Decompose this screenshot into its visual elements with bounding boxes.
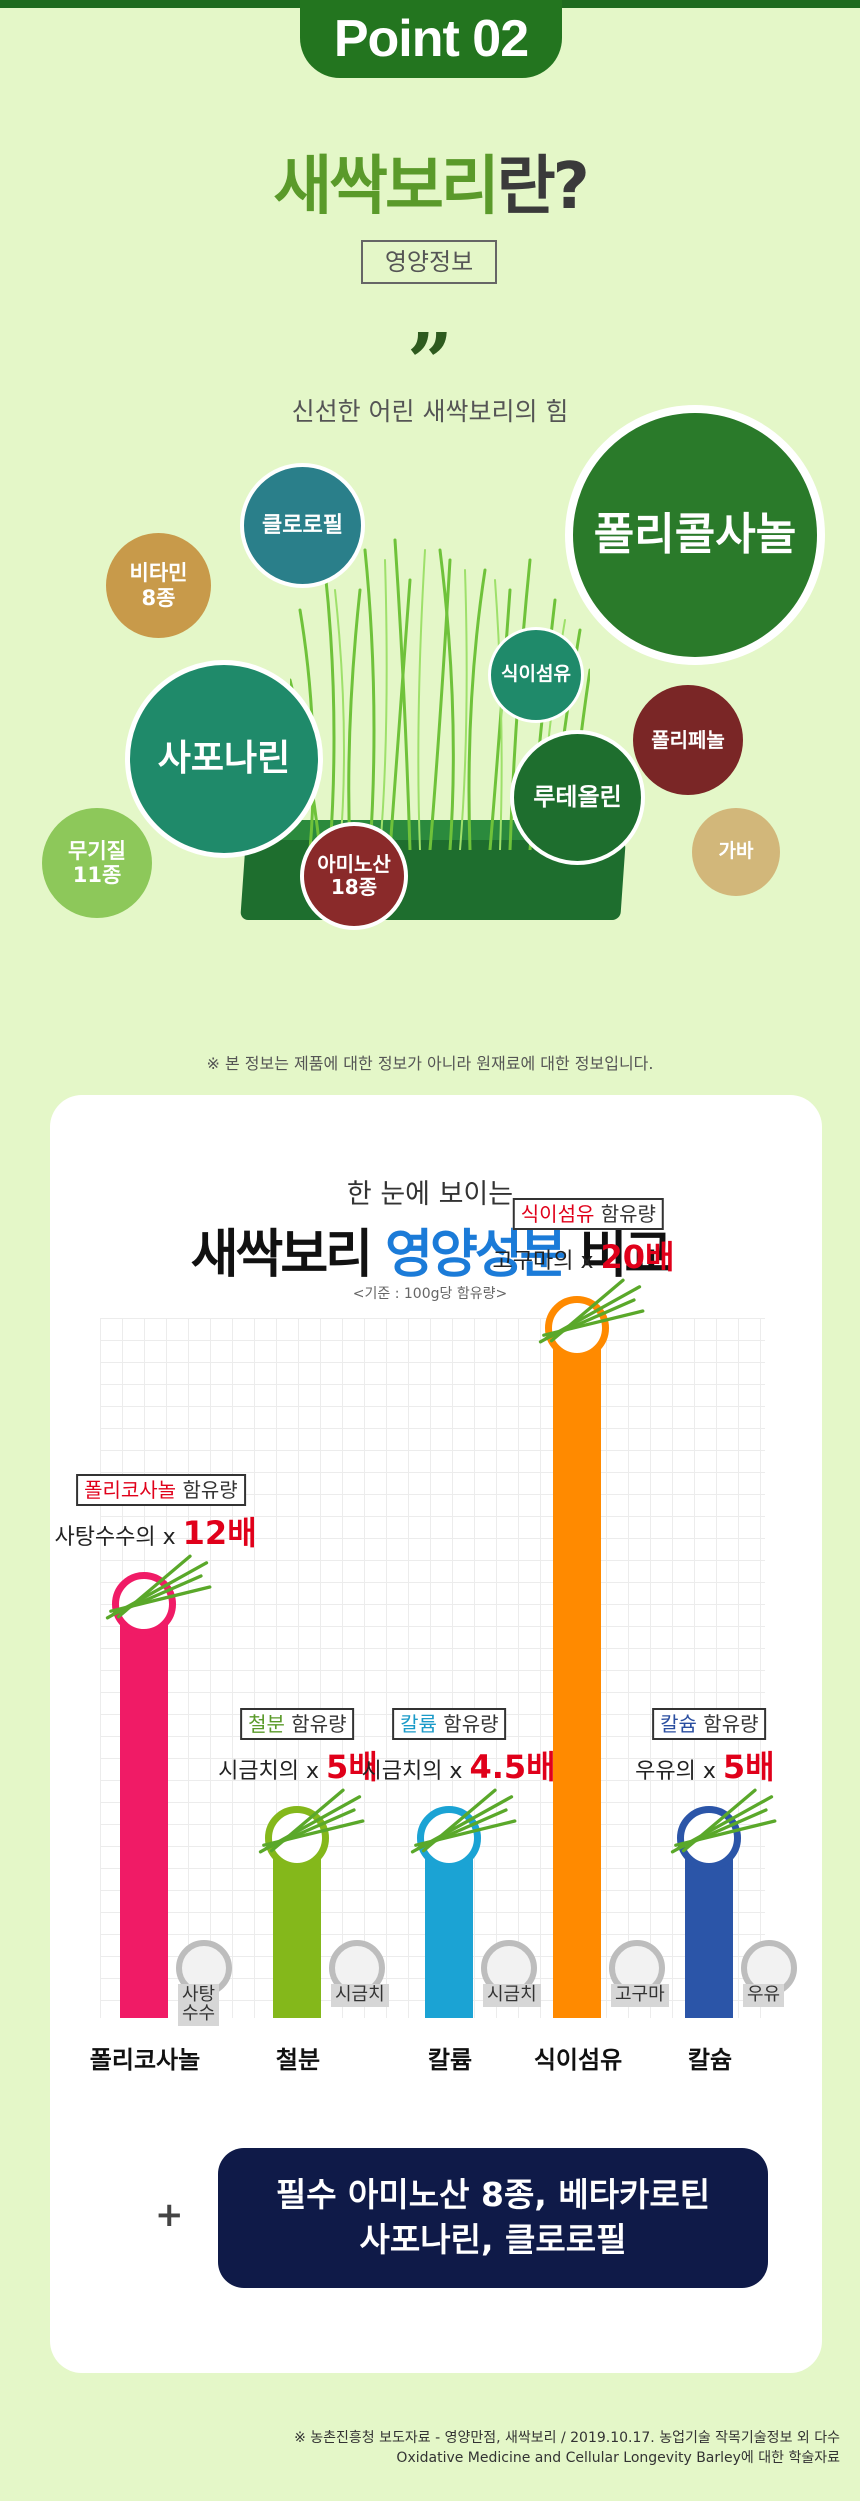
bar-top-ring bbox=[112, 1572, 176, 1636]
nutrient-circle-fiber: 식이섬유 bbox=[488, 627, 584, 723]
subtitle-box: 영양정보 bbox=[361, 240, 497, 284]
ratio-value: 12배 bbox=[182, 1514, 257, 1552]
nutrient-label: 클로로필 bbox=[262, 512, 343, 538]
nutrient-tag-suffix: 함유량 bbox=[436, 1712, 499, 1736]
nutrient-circle-policosanol: 폴리콜사놀 bbox=[565, 405, 825, 665]
extra-line-1: 필수 아미노산 8종, 베타카로틴 bbox=[275, 2175, 711, 2215]
extra-line-2: 사포나린, 클로로필 bbox=[359, 2220, 627, 2259]
nutrient-label: 비타민 8종 bbox=[129, 561, 188, 610]
nutrient-tag-suffix: 함유량 bbox=[696, 1712, 759, 1736]
nutrient-tag-suffix: 함유량 bbox=[594, 1202, 656, 1226]
ratio-value: 5배 bbox=[326, 1748, 378, 1786]
ratio-text: 사탕수수의 x 12배 bbox=[54, 1508, 256, 1554]
nutrient-tag-suffix: 함유량 bbox=[176, 1478, 238, 1502]
nutrient-tag: 철분 함유량 bbox=[240, 1708, 355, 1740]
compare-food-label: 시금치 bbox=[483, 1984, 541, 2007]
comparison-title-part: 비교 bbox=[564, 1225, 673, 1285]
ratio-prefix: 우유의 x bbox=[635, 1759, 723, 1784]
sprout-icon bbox=[670, 1788, 777, 1854]
compare-food-label: 고구마 bbox=[611, 1984, 669, 2007]
sprout-icon bbox=[538, 1278, 645, 1344]
comparison-title: 새싹보리 영양성분 비교 bbox=[0, 1212, 860, 1287]
compare-food-label: 시금치 bbox=[331, 1984, 389, 2007]
nutrient-tag-name: 칼슘 bbox=[660, 1712, 697, 1736]
nutrient-label: 식이섬유 bbox=[501, 663, 571, 686]
title-green: 새싹보리 bbox=[273, 150, 500, 224]
category-label: 식이섬유 bbox=[533, 2046, 623, 2074]
nutrient-circle-chlorophyll: 클로로필 bbox=[240, 463, 365, 588]
source-line-2: Oxidative Medicine and Cellular Longevit… bbox=[396, 2450, 840, 2466]
compare-food-label: 우유 bbox=[743, 1984, 785, 2007]
nutrient-tag-name: 철분 bbox=[248, 1712, 285, 1736]
nutrient-circle-vitamin: 비타민 8종 bbox=[106, 533, 211, 638]
nutrient-label: 폴리페놀 bbox=[651, 727, 725, 752]
nutrient-circle-saponarin: 사포나린 bbox=[125, 660, 323, 858]
point-badge: Point 02 bbox=[300, 0, 562, 78]
nutrient-label: 가바 bbox=[718, 840, 754, 863]
category-label: 칼륨 bbox=[427, 2046, 473, 2074]
nutrient-label: 아미노산 18종 bbox=[317, 852, 391, 899]
comparison-bar bbox=[553, 1328, 601, 2018]
bar-top-ring bbox=[677, 1806, 741, 1870]
nutrient-tag: 칼륨 함유량 bbox=[392, 1708, 507, 1740]
raw-material-notice: ※ 본 정보는 제품에 대한 정보가 아니라 원재료에 대한 정보입니다. bbox=[206, 1054, 654, 1073]
nutrient-tag: 폴리코사놀 함유량 bbox=[76, 1474, 246, 1506]
quote-text: 신선한 어린 새싹보리의 힘 bbox=[291, 397, 569, 426]
nutrient-circle-gaba: 가바 bbox=[692, 808, 780, 896]
ratio-text: 우유의 x 5배 bbox=[635, 1742, 774, 1788]
ratio-prefix: 시금치의 x bbox=[361, 1759, 470, 1784]
quote-icon: ” bbox=[406, 315, 453, 409]
nutrient-tag-name: 식이섬유 bbox=[520, 1202, 595, 1226]
comparison-title-highlight: 영양성분 bbox=[385, 1225, 567, 1285]
nutrient-label: 폴리콜사놀 bbox=[593, 508, 797, 560]
nutrient-label: 사포나린 bbox=[157, 738, 291, 780]
comparison-subtitle: 한 눈에 보이는 bbox=[346, 1179, 514, 1210]
category-label: 폴리코사놀 bbox=[89, 2046, 201, 2074]
nutrient-label: 무기질 11종 bbox=[68, 838, 126, 887]
sprout-icon bbox=[410, 1788, 517, 1854]
source-line-1: ※ 농촌진흥청 보도자료 - 영양만점, 새싹보리 / 2019.10.17. … bbox=[294, 2430, 840, 2446]
category-label: 철분 bbox=[275, 2046, 321, 2074]
ratio-prefix: 사탕수수의 x bbox=[54, 1525, 183, 1550]
page-title: 새싹보리란? bbox=[0, 135, 860, 227]
source-note: ※ 농촌진흥청 보도자료 - 영양만점, 새싹보리 / 2019.10.17. … bbox=[294, 2428, 840, 2468]
category-label: 칼슘 bbox=[687, 2046, 733, 2074]
nutrient-tag-name: 폴리코사놀 bbox=[84, 1478, 177, 1502]
ratio-text: 시금치의 x 5배 bbox=[218, 1742, 378, 1788]
sprout-icon bbox=[105, 1554, 212, 1620]
nutrient-tag-name: 칼륨 bbox=[400, 1712, 437, 1736]
plus-icon: + bbox=[155, 2195, 184, 2235]
ratio-value: 4.5배 bbox=[469, 1748, 556, 1786]
comparison-basis: <기준 : 100g당 함유량> bbox=[352, 1286, 508, 1302]
comparison-bar bbox=[120, 1604, 168, 2018]
nutrient-circle-polyphenol: 폴리페놀 bbox=[633, 685, 743, 795]
comparison-title-part: 새싹보리 bbox=[190, 1225, 386, 1285]
ratio-text: 시금치의 x 4.5배 bbox=[361, 1742, 555, 1788]
nutrient-circle-luteolin: 루테올린 bbox=[510, 730, 645, 865]
title-dark: 란? bbox=[496, 150, 590, 224]
nutrient-circle-minerals: 무기질 11종 bbox=[42, 808, 152, 918]
nutrient-label: 루테올린 bbox=[533, 782, 622, 811]
bar-top-ring bbox=[265, 1806, 329, 1870]
ratio-prefix: 시금치의 x bbox=[218, 1759, 327, 1784]
nutrient-tag: 칼슘 함유량 bbox=[652, 1708, 767, 1740]
compare-food-label: 사탕 수수 bbox=[178, 1984, 220, 2026]
ratio-value: 5배 bbox=[722, 1748, 775, 1786]
nutrient-tag-suffix: 함유량 bbox=[284, 1712, 347, 1736]
ratio-value: 20배 bbox=[600, 1238, 675, 1276]
extra-nutrients-box: 필수 아미노산 8종, 베타카로틴 사포나린, 클로로필 bbox=[218, 2148, 768, 2288]
sprout-icon bbox=[258, 1788, 365, 1854]
nutrient-circle-amino-acid: 아미노산 18종 bbox=[300, 822, 408, 930]
ratio-prefix: 고구마의 x bbox=[492, 1249, 601, 1274]
ratio-text: 고구마의 x 20배 bbox=[493, 1232, 675, 1278]
nutrient-tag: 식이섬유 함유량 bbox=[512, 1198, 664, 1230]
